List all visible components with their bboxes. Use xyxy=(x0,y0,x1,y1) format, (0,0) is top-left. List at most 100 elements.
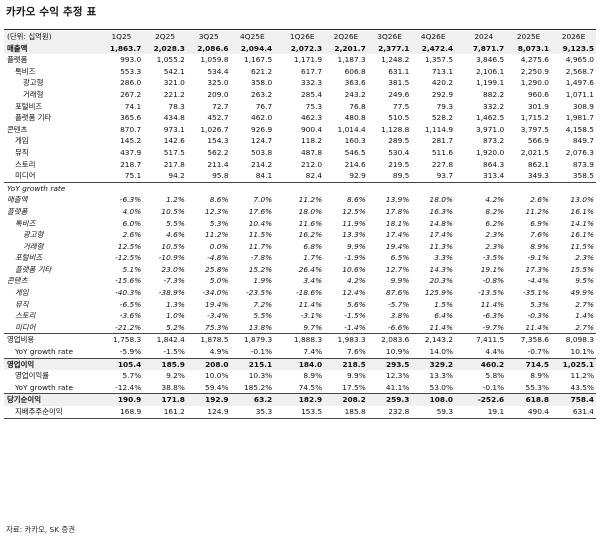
row-label: 광고형 xyxy=(23,230,44,240)
table-cell: 358.0 xyxy=(251,78,273,88)
table-cell: 19.4% xyxy=(385,241,410,251)
table-cell: 308.9 xyxy=(572,101,594,111)
table-cell: 420.2 xyxy=(431,78,454,88)
table-cell: 1.3% xyxy=(166,299,185,309)
table-cell: 2,021.5 xyxy=(520,147,550,157)
table-cell: 714.5 xyxy=(506,357,552,371)
table-cell: -0.3% xyxy=(527,311,550,321)
table-cell: 2.6% xyxy=(530,195,550,205)
column-header: 4Q26E xyxy=(411,31,456,43)
table-cell: 92.9 xyxy=(349,171,366,181)
table-cell: 460.2 xyxy=(461,357,507,371)
table-cell: 325.0 xyxy=(207,78,229,88)
table-row: 영업이익 105.4 185.9 208.0 215.1 184.0 218.5 293.5 3… xyxy=(4,357,596,371)
table-cell: 462.3 xyxy=(300,113,323,123)
table-cell: 10.4% xyxy=(248,218,273,228)
table-cell: 11.5% xyxy=(570,241,594,251)
table-cell: 49.9% xyxy=(570,288,594,298)
table-cell: 23.0% xyxy=(161,264,185,274)
table-cell: 41.1% xyxy=(385,382,410,392)
table-cell: 5.3% xyxy=(209,218,229,228)
table-cell: 142.6 xyxy=(163,136,185,146)
table-cell: -23.5% xyxy=(246,288,273,298)
table-cell: 3.8% xyxy=(390,311,410,321)
table-cell: 124.9 xyxy=(186,406,231,419)
table-cell: 870.7 xyxy=(120,124,142,134)
table-cell: -9.1% xyxy=(527,253,550,263)
table-cell: -3.1% xyxy=(300,311,323,321)
table-cell: -1.5% xyxy=(163,347,185,357)
table-row: 매출액 1,863.7 2,028.3 2,086.6 2,094.4 2,072.3 2,… xyxy=(4,42,596,55)
table-cell: 14.8% xyxy=(429,218,454,228)
table-cell: -35.1% xyxy=(522,288,550,298)
table-cell: 618.8 xyxy=(506,393,552,406)
table-cell: -4.8% xyxy=(207,253,229,263)
table-cell: 437.9 xyxy=(120,147,142,157)
table-cell: 12.3% xyxy=(205,206,229,216)
table-cell: 293.5 xyxy=(367,357,412,371)
table-cell: 4.0% xyxy=(122,206,142,216)
table-cell: 2,076.3 xyxy=(565,147,594,157)
table-cell: 566.9 xyxy=(527,136,550,146)
table-cell: 882.2 xyxy=(483,89,505,99)
table-cell: 17.6% xyxy=(248,206,273,216)
column-gap xyxy=(455,406,462,419)
table-cell: 7,411.5 xyxy=(461,333,507,347)
table-cell: 8.9% xyxy=(303,371,323,381)
table-cell: 1,199.1 xyxy=(475,78,505,88)
table-cell: 17.8% xyxy=(385,206,410,216)
table-cell: 528.2 xyxy=(431,113,454,123)
table-cell: 11.2% xyxy=(298,195,323,205)
table-cell: 542.1 xyxy=(163,66,185,76)
table-cell: 154.3 xyxy=(207,136,229,146)
column-gap xyxy=(274,31,281,43)
table-cell: 5.5% xyxy=(253,311,273,321)
row-label: YoY growth rate xyxy=(15,382,73,392)
table-row: 플랫폼 기타 5.1% 23.0% 25.8% 15.2% 26.4% 10.6% 12.7%… xyxy=(4,264,596,276)
table-cell: 53.0% xyxy=(429,382,454,392)
table-cell: 17.5% xyxy=(342,382,366,392)
table-cell: 77.5 xyxy=(392,101,410,111)
table-cell: 76.8 xyxy=(349,101,366,111)
table-cell: 534.4 xyxy=(207,66,229,76)
table-cell: 214.6 xyxy=(344,159,366,169)
table-cell: 2,250.9 xyxy=(520,66,550,76)
table-cell: -7.3% xyxy=(163,276,185,286)
table-cell: 14.3% xyxy=(429,264,454,274)
column-gap xyxy=(274,393,281,406)
table-cell: 553.3 xyxy=(120,66,142,76)
table-cell: -6.5% xyxy=(119,299,142,309)
table-cell: 11.6% xyxy=(298,218,323,228)
unit-label: (단위: 십억원) xyxy=(4,31,100,43)
table-cell: 243.2 xyxy=(344,89,366,99)
table-cell: -0.1% xyxy=(482,382,505,392)
table-cell: 292.9 xyxy=(431,89,454,99)
row-label: YoY growth rate xyxy=(4,181,100,195)
table-cell: 617.7 xyxy=(300,66,323,76)
table-cell: 19.1 xyxy=(461,406,507,419)
table-cell: 4.2% xyxy=(346,276,366,286)
table-cell: 1,863.7 xyxy=(99,42,144,55)
table-cell: -40.3% xyxy=(115,288,142,298)
table-cell: 11.5% xyxy=(248,230,273,240)
table-cell: 9.2% xyxy=(166,371,185,381)
table-cell: 184.0 xyxy=(280,357,325,371)
table-cell: 168.9 xyxy=(99,406,144,419)
table-cell xyxy=(99,181,144,195)
table-cell: 75.1 xyxy=(124,171,142,181)
table-cell: 17.3% xyxy=(525,264,550,274)
table-cell: 11.4% xyxy=(525,322,550,332)
table-cell: 2.7% xyxy=(575,299,594,309)
table-cell: 118.2 xyxy=(300,136,323,146)
table-cell: 530.4 xyxy=(388,147,410,157)
table-cell: 4,965.0 xyxy=(565,55,594,65)
column-header: 1Q25 xyxy=(99,31,144,43)
row-label: 게임 xyxy=(15,288,29,298)
table-cell: 510.5 xyxy=(388,113,410,123)
table-cell: 11.4% xyxy=(429,322,454,332)
table-cell: 452.7 xyxy=(207,113,229,123)
column-header: 2025E xyxy=(506,31,552,43)
table-cell: 215.1 xyxy=(230,357,275,371)
table-cell: 6.4% xyxy=(434,311,454,321)
table-row: 광고형 2.6% 4.6% 11.2% 11.5% 16.2% 13.3% 17.4% 17.4… xyxy=(4,229,596,241)
